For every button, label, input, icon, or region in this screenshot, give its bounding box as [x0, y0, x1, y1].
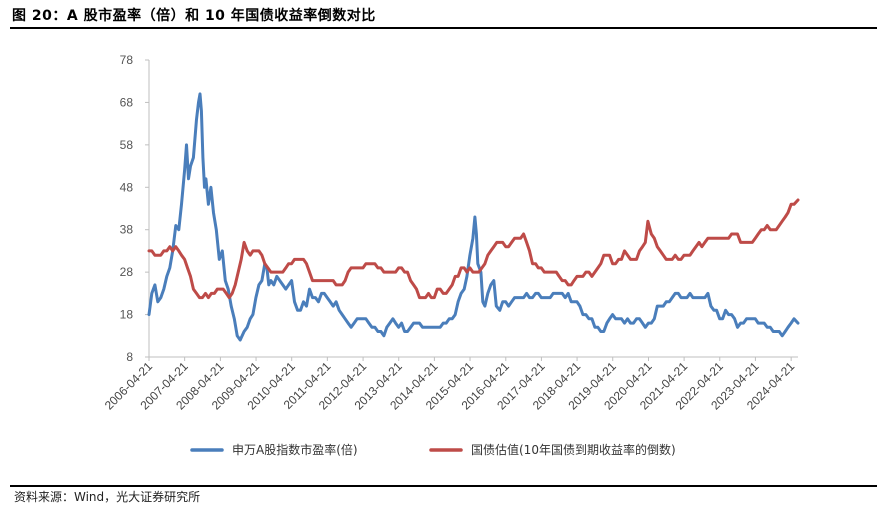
y-tick-label: 8 [126, 350, 133, 364]
bottom-rule [10, 485, 877, 487]
y-tick-label: 18 [120, 308, 134, 322]
chart-series [147, 92, 800, 342]
y-tick-label: 58 [120, 138, 134, 152]
legend-label: 申万A股指数市盈率(倍) [232, 442, 358, 457]
y-tick-label: 68 [120, 95, 134, 109]
y-tick-label: 38 [120, 223, 134, 237]
top-rule [10, 27, 877, 29]
source-note: 资料来源：Wind，光大证券研究所 [14, 490, 201, 504]
y-tick-label: 78 [120, 53, 134, 67]
series-line-bond [147, 198, 800, 300]
chart-axes: 8182838485868782006-04-212007-04-212008-… [102, 53, 798, 413]
chart-legend: 申万A股指数市盈率(倍) 国债估值(10年国债到期收益率的倒数) [190, 442, 676, 457]
y-tick-label: 28 [120, 265, 134, 279]
series-line-pe [147, 92, 800, 342]
figure-title: 图 20：A 股市盈率（倍）和 10 年国债收益率倒数对比 [12, 8, 376, 24]
legend-label: 国债估值(10年国债到期收益率的倒数) [471, 442, 676, 457]
y-tick-label: 48 [120, 180, 134, 194]
